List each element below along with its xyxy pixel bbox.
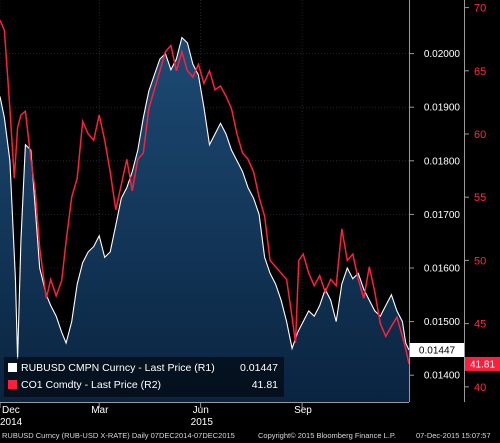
last-value-tags: 0.01447 41.81: [410, 343, 500, 371]
legend-label-brent: CO1 Comdty - Last Price (R2): [21, 379, 162, 391]
footer-copyright: Copyright© 2015 Bloomberg Finance L.P.: [258, 431, 396, 440]
footer-timestamp: 07-Dec-2015 15:07:57: [416, 431, 491, 440]
r1-last-value-label: 0.01447: [419, 346, 456, 357]
r1-tick-label: 0.01800: [424, 156, 461, 167]
x-tick-year: 2014: [0, 417, 23, 428]
legend-swatch-brent: [8, 380, 17, 389]
r1-tick-label: 0.01700: [424, 210, 461, 221]
legend: RUBUSD CMPN Curncy - Last Price (R1) 0.0…: [4, 357, 284, 397]
footer-series-desc: RUBUSD Curncy (RUB-USD X-RATE) Daily 07D…: [2, 431, 235, 440]
r1-tick-label: 0.01600: [424, 264, 461, 275]
legend-value-rubusd: 0.01447: [240, 362, 278, 374]
r2-last-value-label: 41.81: [470, 359, 495, 370]
footer: RUBUSD Curncy (RUB-USD X-RATE) Daily 07D…: [0, 429, 500, 443]
rubusd-area: [0, 37, 409, 402]
legend-label-rubusd: RUBUSD CMPN Curncy - Last Price (R1): [21, 362, 215, 374]
r1-last-value-tag: [410, 343, 464, 358]
x-tick-label: Dec: [2, 405, 20, 416]
legend-item-rubusd: RUBUSD CMPN Curncy - Last Price (R1) 0.0…: [8, 360, 284, 376]
r2-tick-label: 70: [474, 3, 486, 15]
r2-tick-label: 50: [474, 255, 486, 267]
r2-tick-label: 60: [474, 129, 486, 141]
x-tick-label: Jun: [193, 405, 209, 416]
r2-tick-label: 65: [474, 66, 486, 78]
r2-tick-label: 40: [474, 382, 486, 394]
r2-axis-ticks: 40 45 50 55 60 65 70: [464, 3, 486, 394]
r1-tick-label: 0.01400: [424, 371, 461, 382]
x-tick-label: Mar: [91, 405, 109, 416]
rubusd-line: [0, 36, 410, 360]
brent-line: [0, 19, 410, 365]
r1-tick-label: 0.01900: [424, 103, 461, 114]
r1-tick-label: 0.02000: [424, 49, 461, 60]
r2-tick-label: 45: [474, 319, 486, 331]
x-tick-label: Sep: [294, 405, 312, 416]
r2-last-value-tag: [465, 356, 500, 371]
x-tick-year: 2015: [191, 417, 214, 428]
legend-item-brent: CO1 Comdty - Last Price (R2) 41.81: [8, 377, 284, 393]
legend-swatch-rubusd: [8, 363, 17, 372]
r2-tick-label: 55: [474, 192, 486, 204]
legend-value-brent: 41.81: [251, 379, 278, 391]
r1-tick-label: 0.01500: [424, 317, 461, 328]
r1-axis-ticks: 0.01400 0.01500 0.01600 0.01700 0.01800 0.019…: [409, 49, 460, 382]
